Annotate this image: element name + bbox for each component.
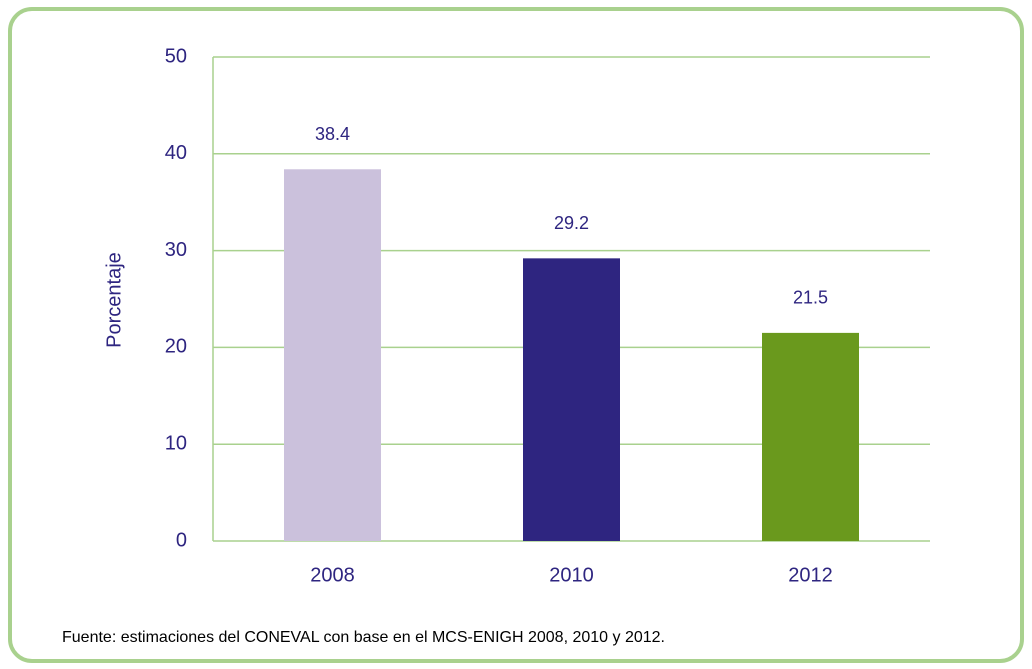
y-tick-label: 20 (165, 336, 187, 358)
y-tick-label: 30 (165, 239, 187, 261)
frame (8, 7, 1024, 663)
y-tick-label: 50 (165, 45, 187, 67)
data-label: 21.5 (793, 288, 828, 308)
x-tick-label: 2008 (310, 564, 355, 586)
data-label: 29.2 (554, 213, 589, 233)
y-tick-label: 0 (176, 529, 187, 551)
x-tick-label: 2012 (788, 564, 833, 586)
bar (762, 332, 859, 541)
bar (523, 258, 620, 541)
y-tick-label: 40 (165, 142, 187, 164)
data-label: 38.4 (315, 124, 350, 144)
y-tick-label: 10 (165, 432, 187, 454)
source-note: Fuente: estimaciones del CONEVAL con bas… (62, 629, 665, 646)
bar (284, 169, 381, 541)
y-axis-label: Porcentaje (103, 252, 125, 348)
x-tick-label: 2010 (549, 564, 594, 586)
